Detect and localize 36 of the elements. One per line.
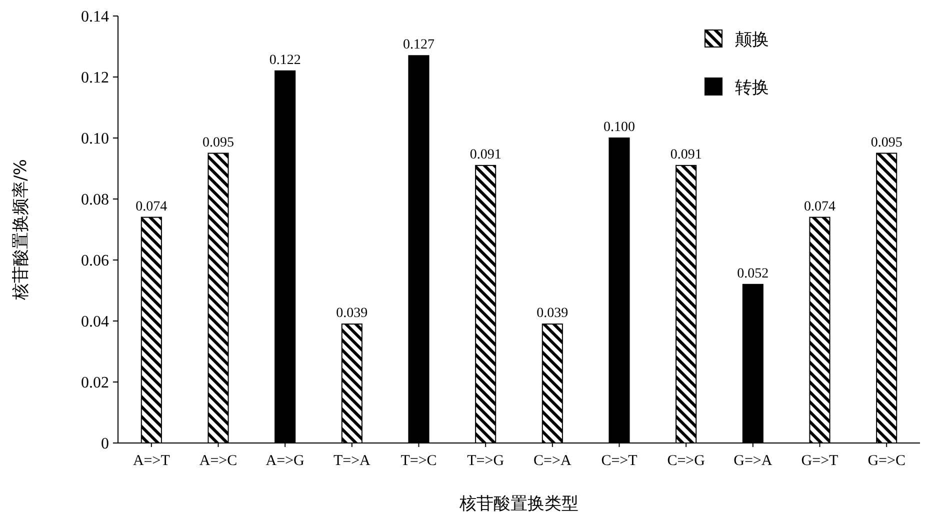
- x-tick-label: C=>G: [667, 453, 706, 469]
- y-tick-label: 0.04: [81, 314, 109, 331]
- x-tick-label: G=>A: [734, 453, 772, 469]
- x-tick-label: A=>C: [199, 453, 238, 469]
- y-tick-label: 0.08: [81, 192, 109, 209]
- y-tick-label: 0.10: [81, 130, 109, 148]
- x-tick-label: T=>A: [333, 453, 371, 469]
- data-label: 0.127: [403, 38, 434, 53]
- x-tick-label: A=>G: [266, 453, 305, 469]
- y-tick-label: 0.06: [81, 252, 109, 270]
- data-label: 0.091: [470, 147, 502, 162]
- data-label: 0.122: [269, 52, 301, 68]
- data-label: 0.074: [804, 199, 836, 214]
- data-label: 0.095: [870, 135, 902, 150]
- y-tick-label: 0.12: [81, 70, 109, 87]
- x-tick-label: C=>T: [601, 453, 638, 469]
- x-tick-label: G=>C: [868, 453, 906, 469]
- x-tick-label: C=>A: [534, 453, 572, 469]
- data-label: 0.039: [336, 306, 368, 322]
- legend-label: 颠换: [735, 30, 769, 50]
- y-tick-label: 0.14: [81, 8, 109, 26]
- data-label: 0.052: [737, 266, 769, 282]
- y-tick-label: 0.02: [81, 374, 109, 392]
- y-axis-title: 核苷酸置换频率/%: [11, 159, 31, 301]
- data-label: 0.091: [670, 147, 702, 162]
- x-tick-label: G=>T: [801, 453, 838, 469]
- data-label: 0.095: [202, 135, 234, 150]
- y-tick-label: 0: [101, 436, 109, 453]
- data-label: 0.039: [536, 306, 568, 322]
- legend-label: 转换: [735, 78, 769, 98]
- x-axis-title: 核苷酸置换类型: [458, 494, 578, 514]
- x-tick-label: T=>C: [400, 453, 437, 469]
- x-tick-label: T=>G: [467, 453, 504, 469]
- data-label: 0.074: [136, 199, 168, 214]
- x-tick-label: A=>T: [132, 453, 170, 469]
- data-label: 0.100: [604, 120, 635, 135]
